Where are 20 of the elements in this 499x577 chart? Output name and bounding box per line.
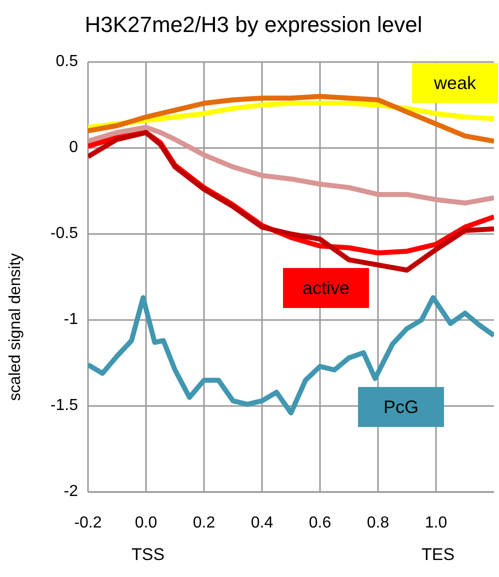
y-tick-label: 0: [69, 138, 78, 158]
y-tick-label: -1.5: [50, 396, 78, 416]
x-tick-label: 0.0: [134, 514, 158, 532]
y-tick-label: -2: [64, 482, 78, 502]
x-tick-label: -0.2: [74, 514, 102, 532]
x-tick-label: 0.6: [308, 514, 332, 532]
chart-title: H3K27me2/H3 by expression level: [84, 12, 424, 38]
series-label: active: [283, 268, 369, 308]
text: TSS: [130, 545, 166, 565]
y-tick-label: -0.5: [50, 224, 78, 244]
y-axis-title: scaled signal density: [7, 252, 25, 403]
text: TES: [420, 545, 456, 565]
x-tick-label: 0.4: [250, 514, 274, 532]
y-tick-label: -1: [64, 310, 78, 330]
x-tick-label: 0.8: [366, 514, 390, 532]
x-tick-label: 1.0: [424, 514, 448, 532]
x-tick-label: 0.2: [192, 514, 216, 532]
series-label: PcG: [358, 387, 444, 427]
series-label: weak: [412, 63, 498, 103]
y-tick-label: 0.5: [56, 52, 78, 72]
